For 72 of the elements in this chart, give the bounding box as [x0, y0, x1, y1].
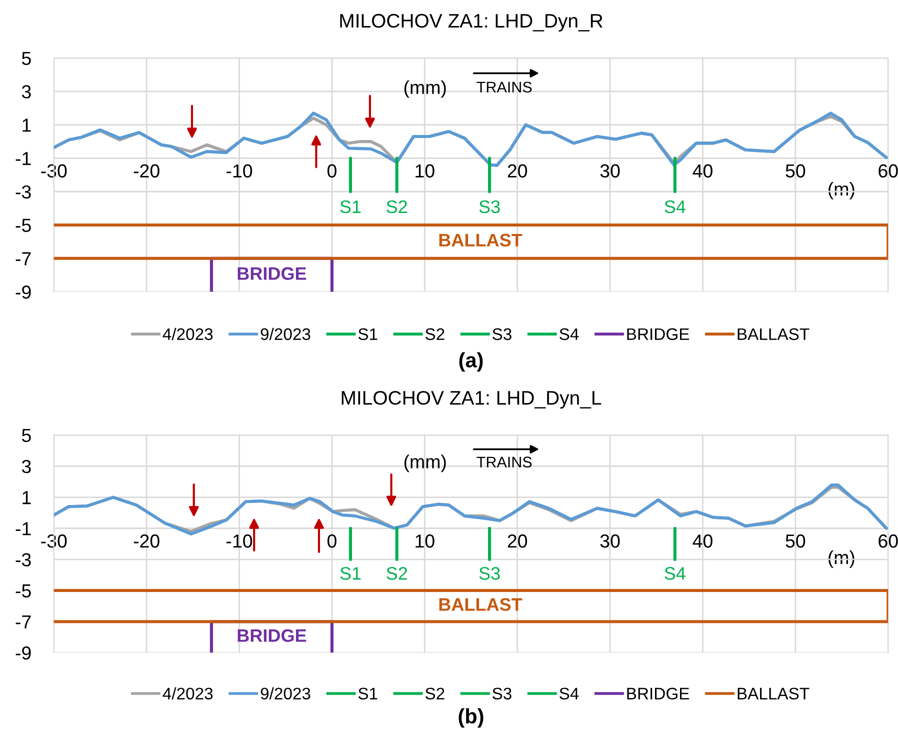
x-tick-label: 60 — [878, 534, 898, 548]
legend-label: S1 — [358, 688, 378, 700]
legend-label: S3 — [492, 328, 512, 340]
x-tick-label: 10 — [416, 164, 434, 178]
annotation: BALLAST — [439, 234, 522, 247]
x-tick-label: 60 — [878, 164, 898, 178]
annotation: S2 — [386, 200, 407, 214]
legend-label: S4 — [560, 328, 579, 340]
legend-label: BALLAST — [738, 688, 810, 700]
legend-label: BRIDGE — [627, 328, 690, 340]
annotation: S3 — [479, 200, 500, 214]
legend-label: 4/2023 — [162, 687, 213, 700]
legend-label: 4/2023 — [162, 328, 213, 340]
y-tick-label: 3 — [22, 85, 31, 98]
legend-label: 9/2023 — [260, 687, 310, 700]
y-tick-label: 3 — [22, 460, 31, 474]
annotation: TRAINS — [476, 82, 532, 93]
chart-title: MILOCHOV ZA1: LHD_Dyn_R — [340, 14, 602, 32]
text: (a) — [459, 352, 483, 372]
annotation: S1 — [340, 200, 361, 214]
x-tick-label: -30 — [41, 164, 67, 178]
legend-label: S4 — [560, 688, 579, 700]
y-tick-label: -9 — [16, 285, 31, 299]
y-tick-label: -7 — [16, 615, 31, 628]
y-tick-label: 5 — [22, 52, 31, 66]
x-tick-label: 40 — [692, 534, 712, 548]
y-tick-label: -5 — [16, 218, 31, 232]
y-tick-label: 1 — [22, 491, 31, 504]
annotation: BRIDGE — [238, 629, 306, 642]
legend-label: 9/2023 — [260, 328, 310, 340]
text: (b) — [458, 708, 484, 728]
y-tick-label: 5 — [22, 429, 31, 442]
legend-label: S2 — [425, 688, 444, 700]
x-tick-label: -10 — [226, 164, 252, 178]
y-axis-title: (mm) — [404, 454, 446, 472]
x-tick-label: 50 — [786, 164, 806, 178]
x-tick-label: 0 — [327, 164, 336, 178]
x-tick-label: 40 — [692, 164, 712, 178]
annotation: S1 — [340, 567, 361, 580]
y-tick-label: -7 — [16, 252, 31, 266]
y-tick-label: -3 — [16, 185, 31, 199]
y-tick-label: -1 — [16, 152, 31, 166]
y-tick-label: -5 — [16, 584, 31, 598]
annotation: S4 — [664, 567, 686, 580]
x-tick-label: -10 — [226, 534, 252, 548]
x-tick-label: -30 — [41, 534, 67, 548]
x-tick-label: 50 — [786, 534, 806, 548]
x-tick-label: -20 — [134, 534, 160, 548]
y-tick-label: -1 — [16, 522, 31, 536]
x-tick-label: 20 — [508, 534, 528, 548]
chart-title: MILOCHOV ZA1: LHD_Dyn_L — [342, 390, 602, 409]
x-tick-label: 30 — [600, 164, 620, 178]
annotation: TRAINS — [476, 456, 532, 468]
annotation: BALLAST — [439, 598, 522, 611]
y-tick-label: -3 — [16, 553, 31, 566]
y-axis-title: (mm) — [404, 80, 446, 98]
annotation: BRIDGE — [238, 267, 306, 280]
x-tick-label: 30 — [600, 534, 620, 548]
legend-label: BRIDGE — [627, 688, 690, 700]
annotation: S2 — [386, 567, 407, 580]
legend-label: S2 — [425, 328, 444, 340]
x-tick-label: 20 — [508, 164, 528, 178]
annotation: S4 — [664, 200, 686, 214]
x-tick-label: 0 — [327, 534, 336, 548]
legend-label: BALLAST — [738, 328, 810, 340]
y-tick-label: 1 — [22, 118, 31, 132]
x-tick-label: 10 — [416, 534, 434, 548]
annotation: S3 — [479, 567, 500, 580]
x-tick-label: -20 — [134, 164, 160, 178]
legend-label: S3 — [492, 688, 512, 700]
legend-label: S1 — [358, 328, 378, 340]
y-tick-label: -9 — [16, 646, 31, 660]
